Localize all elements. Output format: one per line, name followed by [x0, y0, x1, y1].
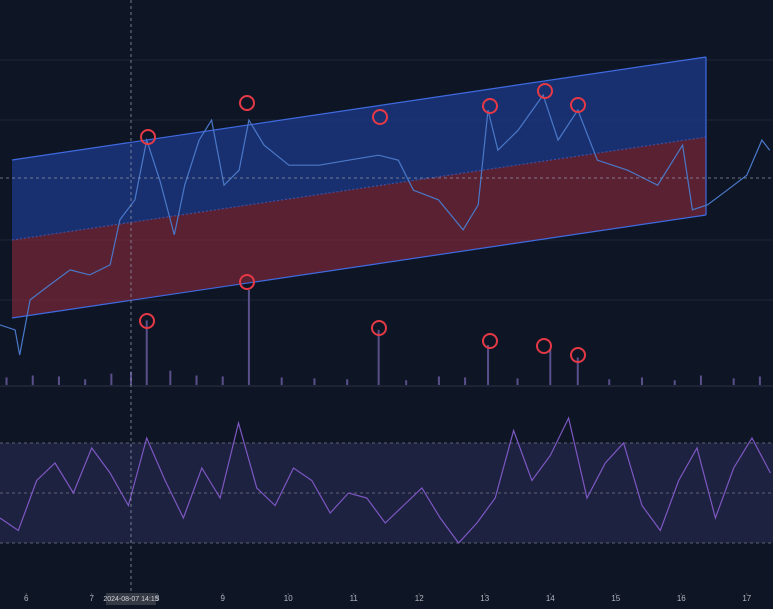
volume-bar — [145, 320, 148, 385]
x-tick-label: 12 — [415, 594, 424, 603]
x-tick-label: 10 — [284, 594, 293, 603]
volume-bar — [464, 377, 467, 385]
volume-bar — [640, 377, 643, 385]
crosshair-label: 2024-08-07 14:15 — [103, 596, 158, 603]
x-tick-label: 7 — [89, 594, 94, 603]
volume-bar — [57, 376, 60, 385]
volume-bar — [247, 290, 250, 385]
highlight-circles — [139, 83, 586, 363]
x-tick-label: 6 — [24, 594, 29, 603]
x-tick-label: 8 — [155, 594, 160, 603]
x-axis: 6 7 8 9 10 11 12 13 14 15 16 17 — [24, 593, 752, 603]
crosshair-label-box — [106, 593, 156, 605]
volume-bar — [280, 377, 283, 385]
price-line — [0, 416, 771, 544]
x-tick-label: 11 — [350, 594, 359, 603]
x-tick-label: 14 — [546, 594, 555, 603]
x-tick-label: 17 — [742, 594, 751, 603]
volume-bar — [195, 375, 198, 385]
volume-bar — [699, 375, 702, 385]
volume-bar — [377, 329, 380, 385]
volume-bar — [608, 379, 611, 385]
volume-bar — [84, 379, 87, 385]
volume-bar — [732, 378, 735, 385]
x-tick-label: 9 — [221, 594, 226, 603]
volume-bar — [576, 357, 579, 385]
channel-lines — [11, 56, 707, 319]
volume-bar — [516, 378, 519, 385]
volume-bar — [405, 380, 408, 385]
marks — [0, 93, 773, 544]
x-tick-label: 13 — [480, 594, 489, 603]
volume-bar — [346, 379, 349, 385]
x-tick-label: 16 — [677, 594, 686, 603]
volume-bar — [5, 377, 8, 385]
volume-bar — [437, 376, 440, 385]
price-line — [0, 93, 771, 356]
channel-upper — [12, 57, 706, 240]
channel-lower — [12, 137, 706, 318]
volume-bar — [169, 370, 172, 385]
volume-bar — [487, 345, 490, 385]
volume-bar — [673, 380, 676, 385]
crosshair — [0, 0, 773, 593]
volume-bar — [549, 349, 552, 385]
volume-bar — [221, 376, 224, 385]
volume-bar — [758, 376, 761, 385]
volume-bar — [313, 378, 316, 385]
x-tick-label: 15 — [611, 594, 620, 603]
volume-bar — [110, 373, 113, 385]
volume-bar — [31, 375, 34, 385]
